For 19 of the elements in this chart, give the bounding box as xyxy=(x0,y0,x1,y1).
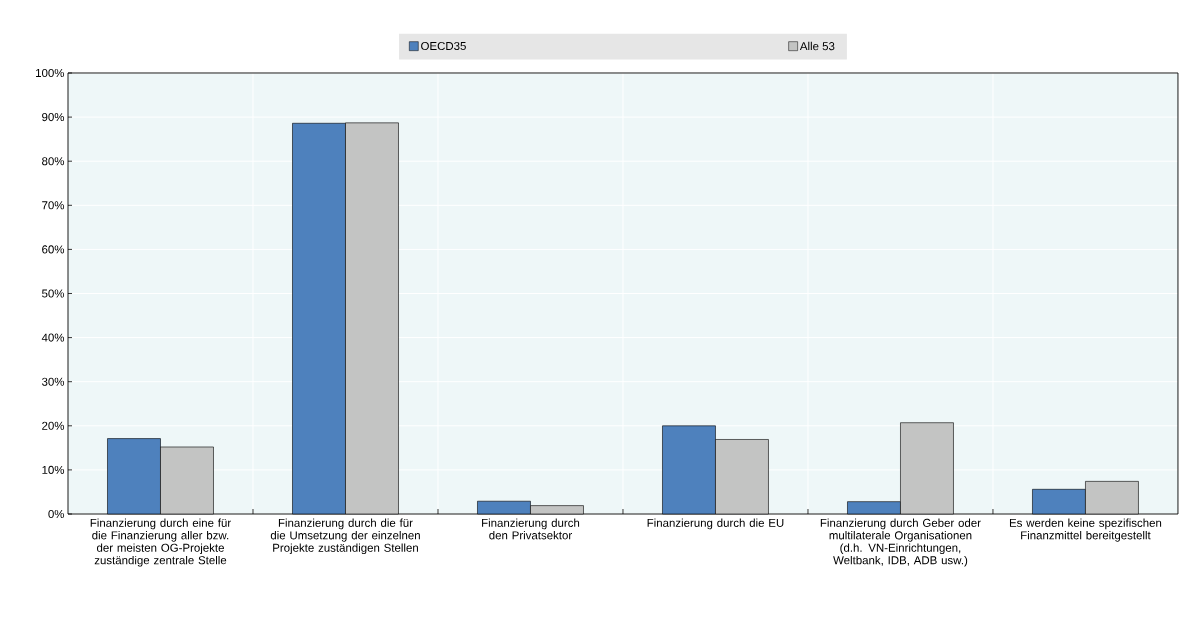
y-tick-label: 40% xyxy=(41,333,65,342)
y-tick-label: 30% xyxy=(41,377,65,386)
x-tick-label: Es werden keine spezifischen Finanzmittel bereitgestellt xyxy=(1009,518,1162,542)
y-tick-label: 80% xyxy=(42,157,65,166)
x-tick-label: Finanzierung durch den Privatsektor xyxy=(482,518,580,540)
x-tick-label: Finanzierung durch Geber oder multilaterale Organisationen (d.h. VN-Einrichtungen, Weltbank, IDB, ADB usw.) xyxy=(820,518,981,567)
y-tick-label: 50% xyxy=(42,289,65,298)
y-tick-label: 100% xyxy=(36,68,65,78)
y-tick-label: 70% xyxy=(42,201,65,210)
x-tick-label: Finanzierung durch die EU xyxy=(647,518,784,530)
legend-label: OECD35 xyxy=(421,41,466,51)
x-tick-label: Finanzierung durch eine für die Finanzierung aller bzw. der meisten OG-Projekte zuständige zentrale Stelle xyxy=(90,518,231,567)
legend-label: Alle 53 xyxy=(799,41,835,51)
y-tick-label: 10% xyxy=(42,465,65,474)
y-tick-label: 90% xyxy=(42,113,65,122)
x-tick-label: Finanzierung durch die für die Umsetzung der einzelnen Projekte zuständigen Stellen xyxy=(270,518,420,555)
y-tick-label: 20% xyxy=(42,421,65,430)
y-tick-label: 60% xyxy=(42,245,65,254)
y-tick-label: 0% xyxy=(48,509,65,519)
